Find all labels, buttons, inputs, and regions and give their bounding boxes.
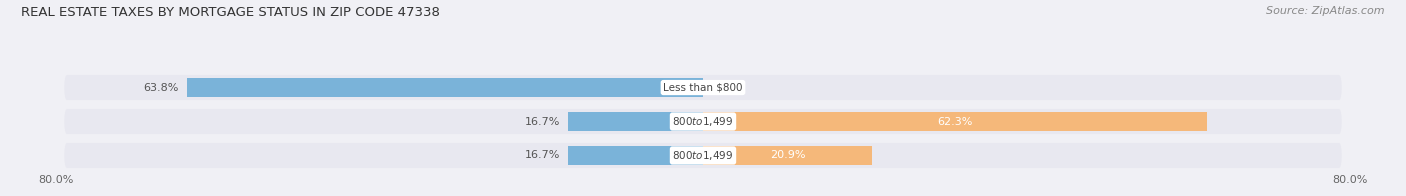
Text: $800 to $1,499: $800 to $1,499 xyxy=(672,115,734,128)
Bar xyxy=(568,146,703,165)
Text: Less than $800: Less than $800 xyxy=(664,83,742,93)
Bar xyxy=(703,112,1206,131)
FancyBboxPatch shape xyxy=(65,75,1341,100)
Text: 20.9%: 20.9% xyxy=(769,151,806,161)
FancyBboxPatch shape xyxy=(65,109,1341,134)
FancyBboxPatch shape xyxy=(65,143,1341,168)
Text: 63.8%: 63.8% xyxy=(143,83,179,93)
Text: 0.0%: 0.0% xyxy=(716,83,744,93)
Text: Source: ZipAtlas.com: Source: ZipAtlas.com xyxy=(1267,6,1385,16)
Text: REAL ESTATE TAXES BY MORTGAGE STATUS IN ZIP CODE 47338: REAL ESTATE TAXES BY MORTGAGE STATUS IN … xyxy=(21,6,440,19)
Text: 62.3%: 62.3% xyxy=(938,116,973,127)
Text: 16.7%: 16.7% xyxy=(524,116,560,127)
Bar xyxy=(187,78,703,97)
Bar xyxy=(703,146,872,165)
Bar xyxy=(568,112,703,131)
Text: $800 to $1,499: $800 to $1,499 xyxy=(672,149,734,162)
Text: 16.7%: 16.7% xyxy=(524,151,560,161)
